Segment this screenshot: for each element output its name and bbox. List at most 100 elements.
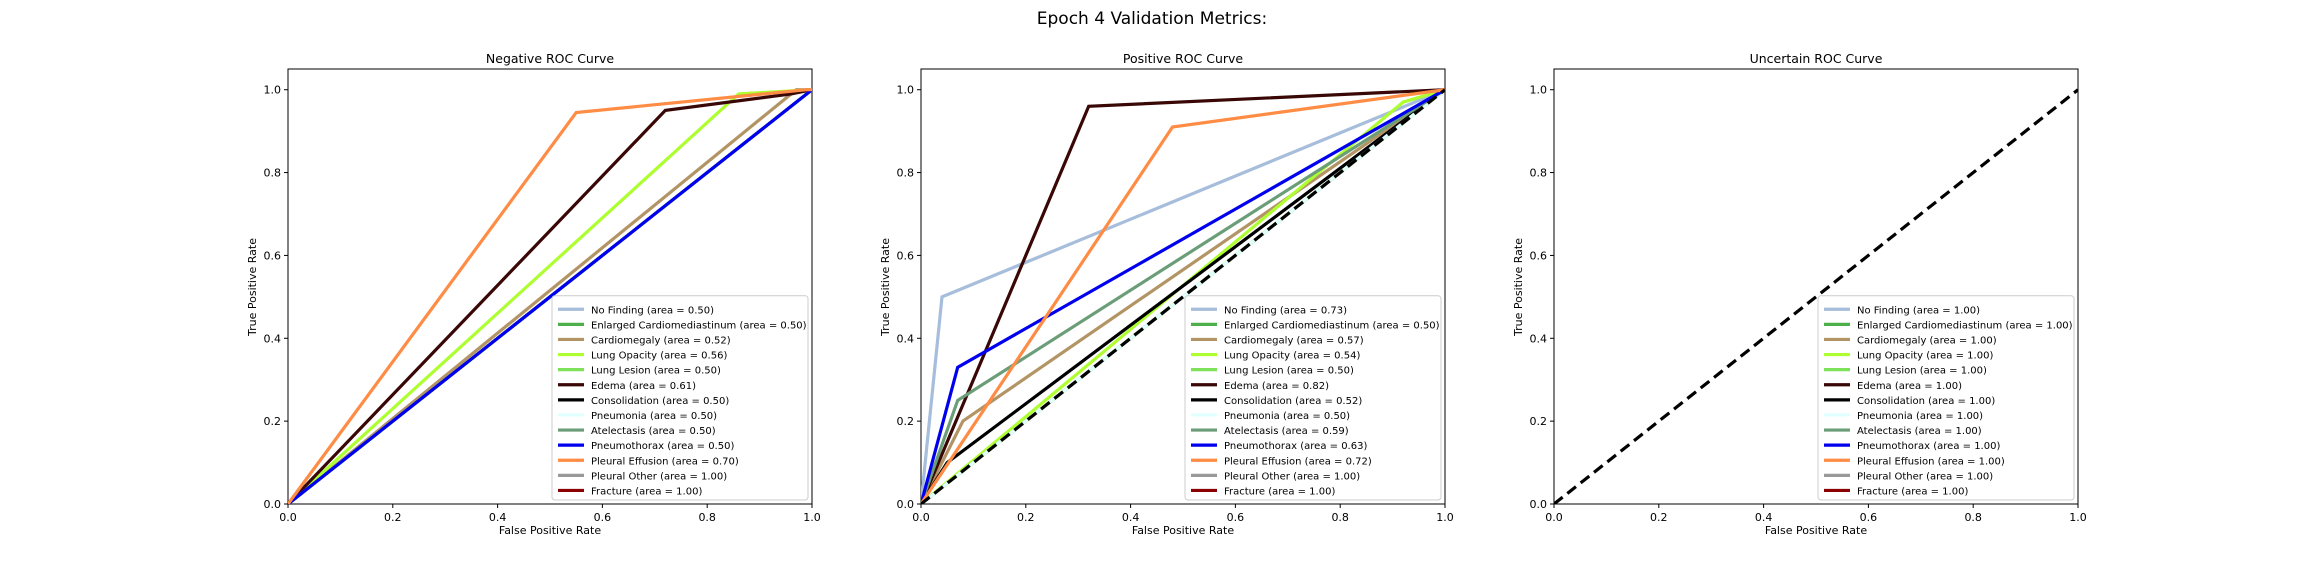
legend-label: Fracture (area = 1.00)	[1857, 486, 1968, 497]
legend-label: Lung Opacity (area = 0.56)	[591, 351, 727, 362]
x-tick-label: 0.0	[279, 511, 297, 524]
x-tick-label: 0.4	[489, 511, 507, 524]
legend-label: Enlarged Cardiomediastinum (area = 1.00)	[1857, 320, 2073, 331]
legend-label: Atelectasis (area = 1.00)	[1857, 426, 1982, 437]
legend-label: Consolidation (area = 1.00)	[1857, 396, 1995, 407]
y-tick-label: 0.6	[1530, 249, 1548, 262]
y-tick-label: 1.0	[897, 84, 915, 97]
legend: No Finding (area = 0.73) Enlarged Cardiom…	[1184, 295, 1442, 501]
x-tick-label: 0.2	[1017, 511, 1035, 524]
panel-title: Uncertain ROC Curve	[1750, 51, 1883, 66]
y-tick-label: 0.4	[264, 332, 282, 345]
series-line-edema	[921, 88, 1445, 504]
legend-label: Lung Lesion (area = 0.50)	[1224, 366, 1354, 377]
y-tick-label: 0.2	[897, 415, 915, 428]
legend-label: Fracture (area = 1.00)	[1224, 486, 1335, 497]
legend-label: Pneumothorax (area = 0.63)	[1224, 441, 1367, 452]
series-line-pleural-effusion	[288, 88, 812, 504]
y-tick-label: 0.6	[897, 249, 915, 262]
legend-label: Pleural Effusion (area = 0.72)	[1224, 456, 1372, 467]
series-line-no-finding	[921, 88, 1445, 504]
legend-label: Consolidation (area = 0.52)	[1224, 396, 1362, 407]
y-tick-label: 1.0	[264, 84, 282, 97]
legend-label: Pleural Other (area = 1.00)	[1224, 471, 1360, 482]
legend-label: Pneumonia (area = 0.50)	[1224, 411, 1350, 422]
legend-label: Lung Lesion (area = 0.50)	[591, 366, 721, 377]
y-tick-label: 0.2	[1530, 415, 1548, 428]
legend-label: Pleural Effusion (area = 0.70)	[591, 456, 739, 467]
negative-roc-panel: Negative ROC Curve False Positive Rate T…	[246, 51, 821, 537]
series-group	[288, 88, 812, 504]
legend-label: No Finding (area = 0.73)	[1224, 305, 1347, 316]
x-tick-label: 0.8	[1331, 511, 1349, 524]
x-tick-label: 0.8	[1964, 511, 1982, 524]
legend: No Finding (area = 1.00) Enlarged Cardiom…	[1817, 295, 2075, 501]
series-line-pneumothorax	[288, 88, 812, 504]
y-tick-label: 0.0	[897, 498, 915, 511]
x-tick-label: 0.2	[384, 511, 402, 524]
figure-title: Epoch 4 Validation Metrics:	[1037, 9, 1267, 29]
legend-box	[1817, 295, 2075, 501]
legend-box	[1184, 295, 1442, 501]
legend-label: Lung Opacity (area = 0.54)	[1224, 351, 1360, 362]
y-tick-label: 1.0	[1530, 84, 1548, 97]
x-axis-label: False Positive Rate	[1765, 524, 1867, 537]
y-tick-label: 0.4	[897, 332, 915, 345]
series-line-pneumothorax	[921, 88, 1445, 504]
legend-label: Consolidation (area = 0.50)	[591, 396, 729, 407]
legend-label: No Finding (area = 1.00)	[1857, 305, 1980, 316]
legend: No Finding (area = 0.50) Enlarged Cardiom…	[551, 295, 809, 501]
legend-label: Pneumonia (area = 0.50)	[591, 411, 717, 422]
y-axis-label: True Positive Rate	[246, 238, 259, 337]
legend-label: Edema (area = 0.61)	[591, 381, 696, 392]
y-axis-label: True Positive Rate	[879, 238, 892, 337]
series-line-lung-opacity	[921, 88, 1445, 504]
y-tick-label: 0.8	[897, 167, 915, 180]
legend-label: Lung Lesion (area = 1.00)	[1857, 366, 1987, 377]
x-axis-label: False Positive Rate	[499, 524, 601, 537]
x-tick-label: 0.0	[1545, 511, 1563, 524]
series-line-atelectasis	[921, 88, 1445, 504]
legend-label: Pneumothorax (area = 1.00)	[1857, 441, 2000, 452]
legend-label: Pneumothorax (area = 0.50)	[591, 441, 734, 452]
legend-label: Enlarged Cardiomediastinum (area = 0.50)	[591, 320, 807, 331]
y-tick-label: 0.0	[1530, 498, 1548, 511]
series-group	[1554, 88, 2078, 504]
x-tick-label: 0.4	[1122, 511, 1140, 524]
y-tick-label: 0.4	[1530, 332, 1548, 345]
panel-title: Positive ROC Curve	[1123, 51, 1244, 66]
legend-label: Pleural Other (area = 1.00)	[1857, 471, 1993, 482]
x-tick-label: 1.0	[803, 511, 821, 524]
x-tick-label: 1.0	[1436, 511, 1454, 524]
x-tick-label: 0.6	[1227, 511, 1245, 524]
legend-box	[551, 295, 809, 501]
y-axis-label: True Positive Rate	[1512, 238, 1525, 337]
x-tick-label: 0.2	[1650, 511, 1668, 524]
y-tick-label: 0.2	[264, 415, 282, 428]
legend-label: Atelectasis (area = 0.59)	[1224, 426, 1349, 437]
legend-label: Cardiomegaly (area = 0.52)	[591, 335, 731, 346]
panel-title: Negative ROC Curve	[486, 51, 614, 66]
legend-label: Edema (area = 1.00)	[1857, 381, 1962, 392]
positive-roc-panel: Positive ROC Curve False Positive Rate T…	[879, 51, 1454, 537]
series-group	[921, 88, 1445, 504]
legend-label: Enlarged Cardiomediastinum (area = 0.50)	[1224, 320, 1440, 331]
legend-label: Cardiomegaly (area = 0.57)	[1224, 335, 1364, 346]
x-tick-label: 1.0	[2069, 511, 2087, 524]
uncertain-roc-panel: Uncertain ROC Curve False Positive Rate …	[1512, 51, 2087, 537]
legend-label: Cardiomegaly (area = 1.00)	[1857, 335, 1997, 346]
series-line-pleural-effusion	[921, 88, 1445, 504]
legend-label: Edema (area = 0.82)	[1224, 381, 1329, 392]
x-tick-label: 0.4	[1755, 511, 1773, 524]
legend-label: Pneumonia (area = 1.00)	[1857, 411, 1983, 422]
x-tick-label: 0.6	[594, 511, 612, 524]
x-tick-label: 0.0	[912, 511, 930, 524]
x-tick-label: 0.8	[698, 511, 716, 524]
legend-label: Atelectasis (area = 0.50)	[591, 426, 716, 437]
x-tick-label: 0.6	[1860, 511, 1878, 524]
legend-label: No Finding (area = 0.50)	[591, 305, 714, 316]
y-tick-label: 0.0	[264, 498, 282, 511]
y-tick-label: 0.8	[264, 167, 282, 180]
chance-diagonal-line	[1554, 88, 2078, 504]
